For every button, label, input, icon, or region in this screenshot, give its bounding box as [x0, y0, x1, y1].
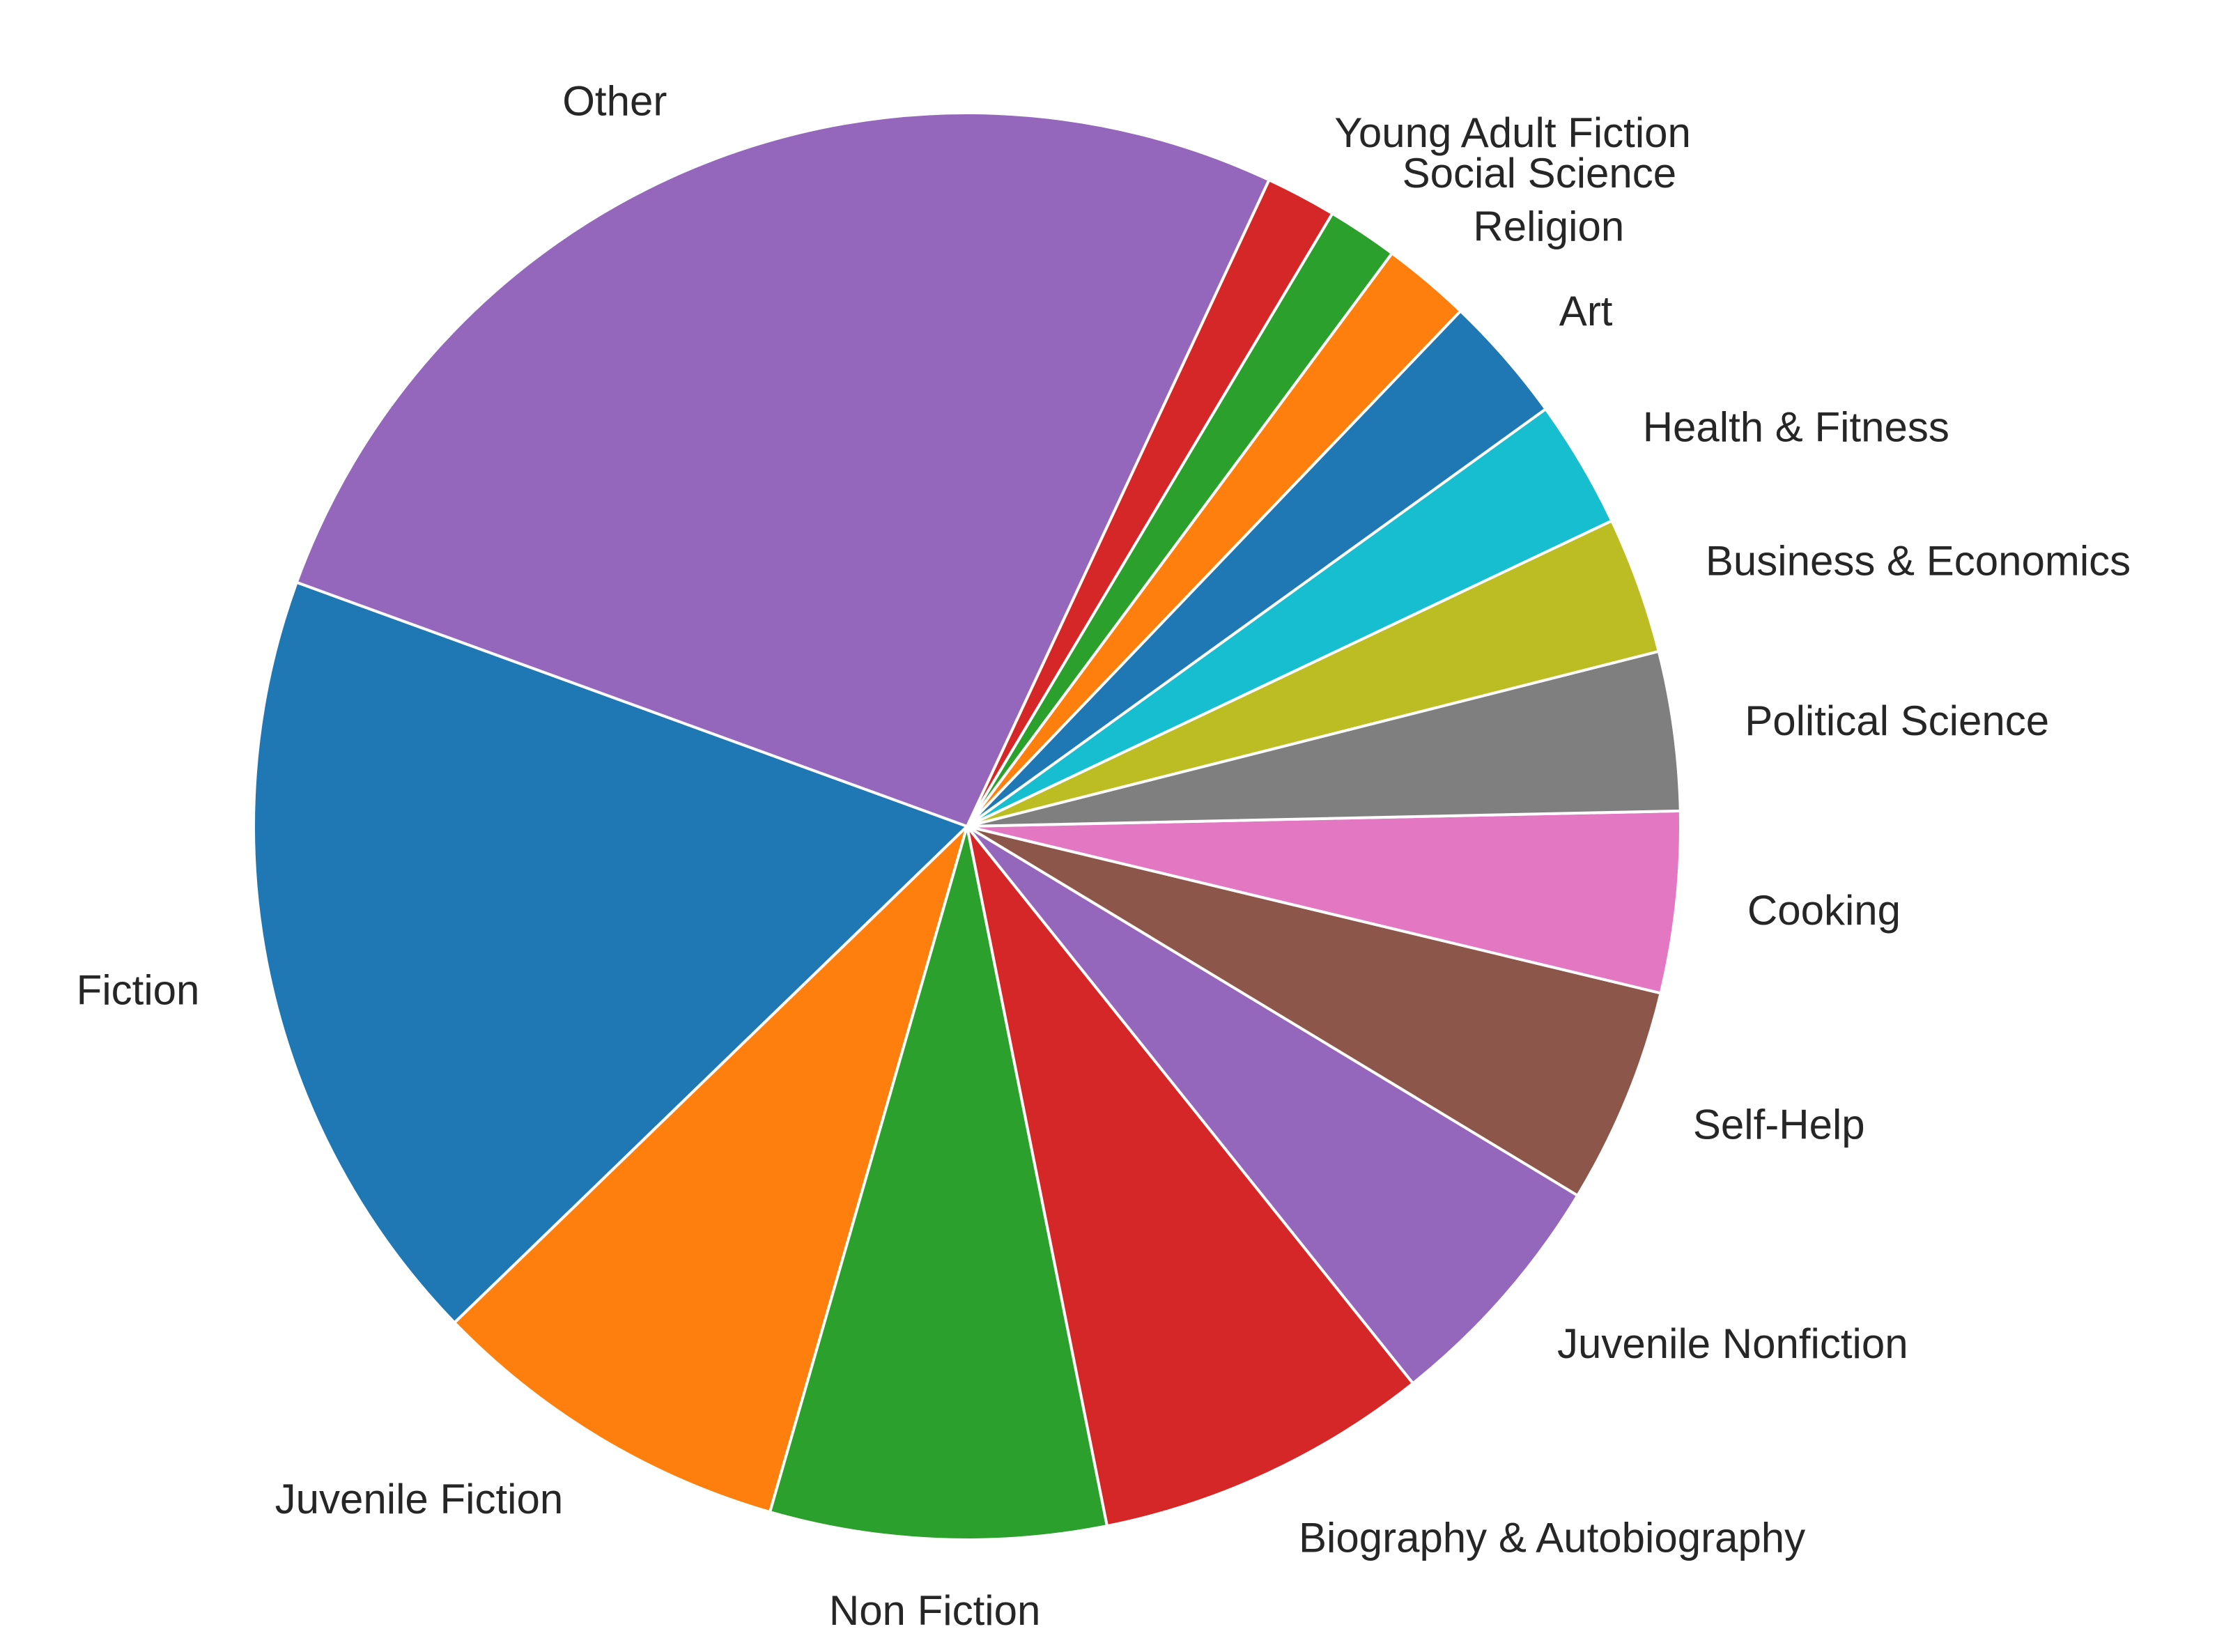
slice-label-business-economics: Business & Economics — [1706, 537, 2131, 584]
slice-label-young-adult-fiction: Young Adult Fiction — [1334, 109, 1690, 156]
slice-label-biography-autobiography: Biography & Autobiography — [1299, 1514, 1805, 1561]
slice-label-juvenile-nonfiction: Juvenile Nonfiction — [1557, 1320, 1908, 1367]
pie-slice-non-fiction — [768, 825, 1108, 1541]
slice-label-art: Art — [1559, 288, 1613, 334]
pie-slice-self-help — [966, 825, 1662, 1197]
pie-slice-cooking — [966, 809, 1682, 995]
slice-label-fiction: Fiction — [77, 967, 200, 1014]
pie-labels: Fiction Juvenile Fiction Non Fiction Biogra… — [77, 78, 2131, 1634]
slice-label-juvenile-fiction: Juvenile Fiction — [275, 1476, 564, 1522]
pie-slice-other — [295, 111, 1271, 828]
pie-slice-biography-autobiography — [966, 825, 1414, 1528]
pie-slice-fiction — [252, 580, 968, 1325]
slice-label-cooking: Cooking — [1747, 887, 1901, 934]
pie-slice-juvenile-nonfiction — [966, 825, 1579, 1385]
slice-label-self-help: Self-Help — [1693, 1102, 1865, 1148]
slice-label-health-fitness: Health & Fitness — [1643, 404, 1949, 451]
slice-label-political-science: Political Science — [1745, 697, 2049, 744]
slice-label-non-fiction: Non Fiction — [829, 1587, 1040, 1634]
slice-label-other: Other — [562, 78, 667, 125]
pie-slice-juvenile-fiction — [453, 825, 968, 1514]
slice-label-social-science: Social Science — [1403, 150, 1677, 196]
pie-slices — [252, 111, 1682, 1541]
slice-label-religion: Religion — [1473, 203, 1624, 250]
